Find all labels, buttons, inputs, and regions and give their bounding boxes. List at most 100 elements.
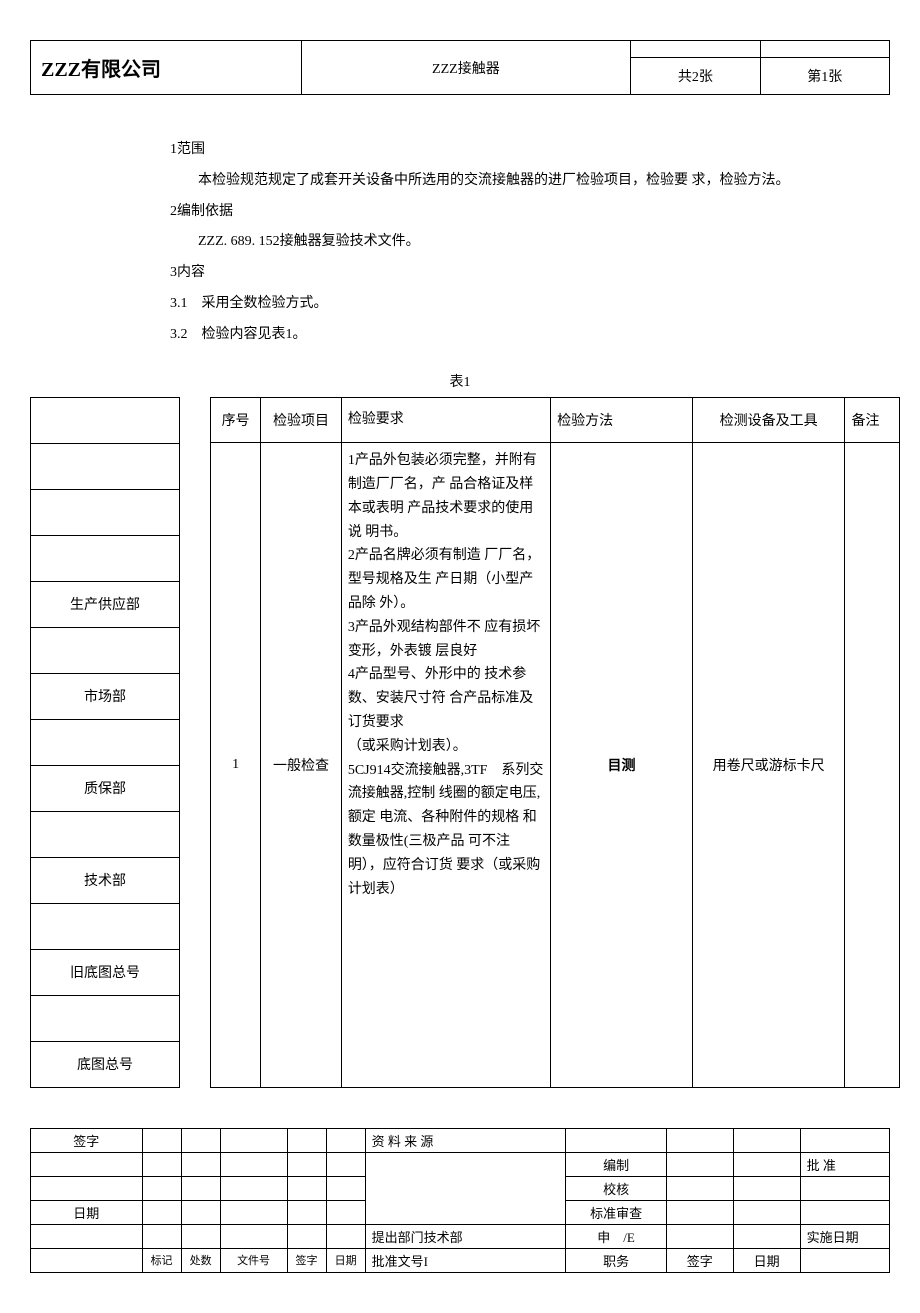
section-3-1: 3.1 采用全数检验方式。	[170, 289, 850, 320]
footer-mark: 标记	[142, 1248, 181, 1272]
section-3-title: 3内容	[170, 258, 850, 289]
footer-cell	[800, 1200, 889, 1224]
sidebar-cell	[31, 627, 180, 673]
sidebar-cell	[31, 443, 180, 489]
content-wrap: 生产供应部 市场部 质保部 技术部 旧底图总号 底图总号 序号 检验项目 检验要…	[30, 397, 890, 1088]
footer-cell	[666, 1224, 733, 1248]
th-seq: 序号	[211, 397, 261, 443]
sidebar-cell: 市场部	[31, 673, 180, 719]
page-total: 共2张	[631, 58, 760, 95]
sidebar-cell	[31, 535, 180, 581]
sidebar-cell: 技术部	[31, 857, 180, 903]
footer-cell	[181, 1152, 220, 1176]
footer-cell	[733, 1200, 800, 1224]
footer-cell	[220, 1200, 287, 1224]
sidebar-cell	[31, 903, 180, 949]
footer-cell	[326, 1152, 365, 1176]
body-text: 1范围 本检验规范规定了成套开关设备中所选用的交流接触器的进厂检验项目，检验要 …	[170, 135, 850, 351]
footer-date: 日期	[326, 1248, 365, 1272]
footer-cell	[31, 1176, 143, 1200]
section-1-text: 本检验规范规定了成套开关设备中所选用的交流接触器的进厂检验项目，检验要 求，检验…	[170, 166, 850, 197]
footer-approve: 批 准	[800, 1152, 889, 1176]
th-method: 检验方法	[551, 397, 693, 443]
footer-count: 处数	[181, 1248, 220, 1272]
footer-cell	[220, 1176, 287, 1200]
sidebar-cell: 旧底图总号	[31, 949, 180, 995]
footer-cell	[31, 1152, 143, 1176]
sidebar-cell: 质保部	[31, 765, 180, 811]
company-name: ZZZ有限公司	[31, 41, 302, 95]
footer-date-label: 日期	[31, 1200, 143, 1224]
footer-cell	[287, 1176, 326, 1200]
footer-sign2: 签字	[666, 1248, 733, 1272]
th-note: 备注	[845, 397, 900, 443]
footer-date2: 日期	[733, 1248, 800, 1272]
footer-approval-no: 批准文号I	[365, 1248, 566, 1272]
footer-approval-table: 签字 资 料 来 源 编制 批 准 校核 日期	[30, 1128, 890, 1273]
footer-cell	[733, 1152, 800, 1176]
footer-cell	[220, 1152, 287, 1176]
footer-source: 资 料 来 源	[365, 1128, 566, 1152]
th-item: 检验项目	[261, 397, 342, 443]
footer-cell	[326, 1224, 365, 1248]
footer-cell	[181, 1176, 220, 1200]
table1-caption: 表1	[30, 371, 890, 391]
footer-cell	[733, 1224, 800, 1248]
page-empty-b	[760, 41, 889, 58]
sidebar-cell	[31, 397, 180, 443]
footer-cell	[733, 1176, 800, 1200]
footer-cell	[287, 1152, 326, 1176]
page-empty-a	[631, 41, 760, 58]
footer-role-compile: 编制	[566, 1152, 666, 1176]
doc-header-table: ZZZ有限公司 ZZZ接触器 共2张 第1张	[30, 40, 890, 95]
footer-cell	[142, 1152, 181, 1176]
footer-cell	[142, 1224, 181, 1248]
footer-role-apply: 申 /E	[566, 1224, 666, 1248]
footer-cell	[666, 1128, 733, 1152]
footer-cell	[800, 1248, 889, 1272]
footer-impl-date: 实施日期	[800, 1224, 889, 1248]
cell-method: 目测	[551, 443, 693, 1087]
sidebar-cell	[31, 719, 180, 765]
footer-cell	[326, 1176, 365, 1200]
footer-cell	[142, 1128, 181, 1152]
section-1-title: 1范围	[170, 135, 850, 166]
sidebar-cell	[31, 489, 180, 535]
footer-sign: 签字	[287, 1248, 326, 1272]
th-req: 检验要求	[341, 397, 550, 443]
sidebar-dept-table: 生产供应部 市场部 质保部 技术部 旧底图总号 底图总号	[30, 397, 180, 1088]
footer-role-std: 标准审查	[566, 1200, 666, 1224]
footer-cell	[142, 1176, 181, 1200]
inspection-table: 序号 检验项目 检验要求 检验方法 检测设备及工具 备注 1 一般检查 1产品外…	[210, 397, 900, 1088]
footer-cell	[800, 1176, 889, 1200]
footer-fileno: 文件号	[220, 1248, 287, 1272]
footer-cell	[31, 1224, 143, 1248]
cell-seq: 1	[211, 443, 261, 1087]
footer-cell	[31, 1248, 143, 1272]
footer-cell	[181, 1200, 220, 1224]
section-2-title: 2编制依据	[170, 197, 850, 228]
sidebar-cell	[31, 811, 180, 857]
footer-cell	[142, 1200, 181, 1224]
footer-cell	[287, 1128, 326, 1152]
footer-cell	[566, 1128, 666, 1152]
footer-cell	[733, 1128, 800, 1152]
footer-cell	[220, 1128, 287, 1152]
footer-cell	[220, 1224, 287, 1248]
th-tool: 检测设备及工具	[692, 397, 845, 443]
footer-cell	[181, 1128, 220, 1152]
cell-tool: 用卷尺或游标卡尺	[692, 443, 845, 1087]
sidebar-cell	[31, 995, 180, 1041]
sidebar-cell: 生产供应部	[31, 581, 180, 627]
cell-req: 1产品外包装必须完整，并附有制造厂厂名，产 品合格证及样本或表明 产品技术要求的…	[341, 443, 550, 1087]
footer-cell	[181, 1224, 220, 1248]
footer-cell	[287, 1200, 326, 1224]
footer-cell	[326, 1128, 365, 1152]
footer-cell	[326, 1200, 365, 1224]
footer-role-job: 职务	[566, 1248, 666, 1272]
cell-item: 一般检查	[261, 443, 342, 1087]
footer-cell	[800, 1128, 889, 1152]
section-3-2: 3.2 检验内容见表1。	[170, 320, 850, 351]
footer-cell	[666, 1200, 733, 1224]
table-row: 1 一般检查 1产品外包装必须完整，并附有制造厂厂名，产 品合格证及样本或表明 …	[211, 443, 900, 1087]
